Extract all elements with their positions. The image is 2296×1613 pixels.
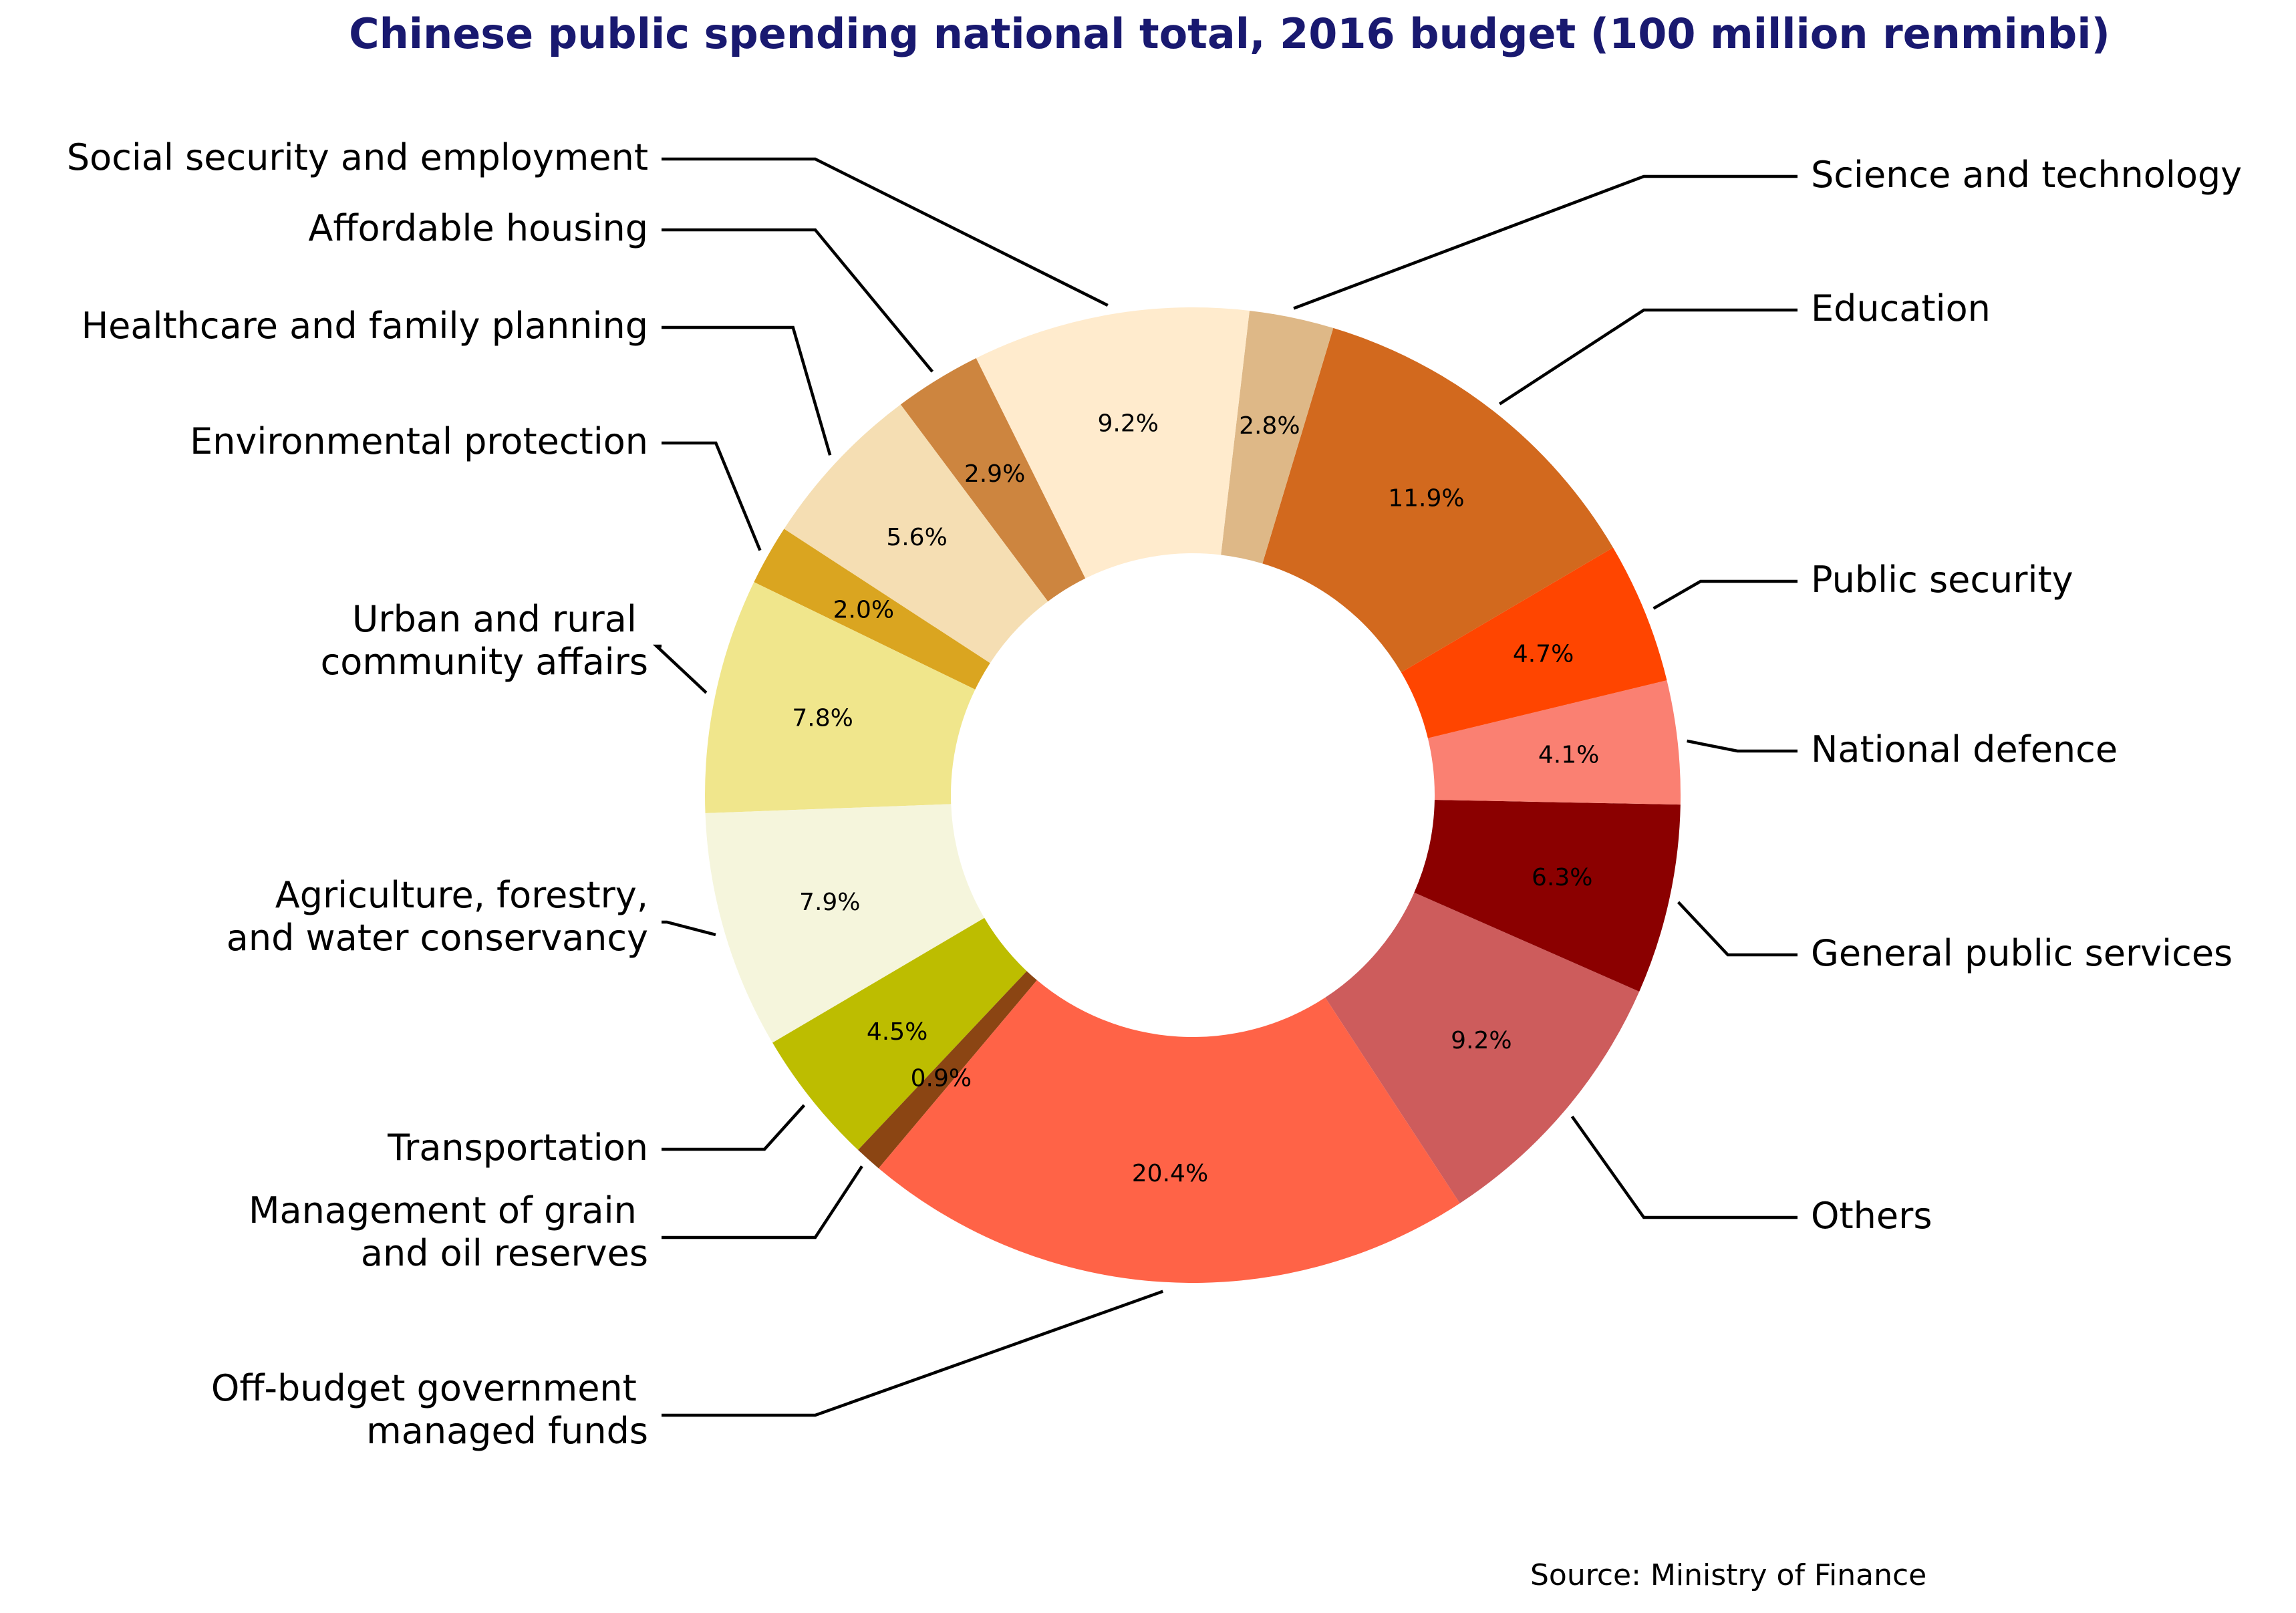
percent-label-agriculture-forestry-and-water-conservancy: 7.9% xyxy=(799,889,860,916)
wedge-affordable-housing xyxy=(900,357,1086,602)
wedge-agriculture-forestry-and-water-conservancy xyxy=(705,804,985,1043)
category-label-healthcare-and-family-planning: Healthcare and family planning xyxy=(82,305,648,347)
percent-label-education: 11.9% xyxy=(1388,485,1464,512)
wedge-environmental-protection xyxy=(754,529,990,690)
chart-title: Chinese public spending national total, … xyxy=(349,9,2110,58)
leader-line-national-defence xyxy=(1687,739,1798,753)
wedge-healthcare-and-family-planning xyxy=(784,404,1048,664)
wedge-social-security-and-employment xyxy=(976,307,1250,579)
percent-label-management-of-grain-and-oil-reserves: 0.9% xyxy=(911,1065,972,1092)
leader-line-environmental-protection xyxy=(662,441,762,551)
category-label-others: Others xyxy=(1811,1195,1932,1237)
leader-line-public-security xyxy=(1653,579,1798,610)
category-label-environmental-protection: Environmental protection xyxy=(190,420,648,462)
leader-line-agriculture-forestry-and-water-conservancy xyxy=(662,920,716,937)
leader-line-management-of-grain-and-oil-reserves xyxy=(662,1165,863,1239)
leader-line-education xyxy=(1499,308,1798,406)
percent-label-general-public-services: 6.3% xyxy=(1532,864,1592,891)
leader-line-off-budget-government-managed-funds xyxy=(662,1290,1164,1417)
leader-line-healthcare-and-family-planning xyxy=(662,325,832,456)
percent-label-science-and-technology: 2.8% xyxy=(1239,412,1300,440)
category-label-affordable-housing: Affordable housing xyxy=(308,207,648,249)
category-label-general-public-services: General public services xyxy=(1811,932,2233,974)
leader-line-social-security-and-employment xyxy=(662,157,1109,307)
category-labels-group: Others General public services National de… xyxy=(67,136,2242,1452)
percent-label-urban-and-rural-community-affairs: 7.8% xyxy=(792,704,853,732)
percent-label-off-budget-government-managed-funds: 20.4% xyxy=(1132,1160,1208,1187)
wedge-general-public-services xyxy=(1414,800,1681,992)
category-label-transportation: Transportation xyxy=(387,1127,648,1169)
leader-lines-group xyxy=(652,157,1798,1417)
percent-label-national-defence: 4.1% xyxy=(1538,741,1599,768)
category-label-management-of-grain-and-oil-reserves: Management of grain and oil reserves xyxy=(249,1189,648,1274)
leader-line-affordable-housing xyxy=(662,228,934,373)
wedge-national-defence xyxy=(1427,680,1681,805)
leader-line-general-public-services xyxy=(1677,901,1798,957)
percent-label-affordable-housing: 2.9% xyxy=(964,460,1025,488)
percent-label-environmental-protection: 2.0% xyxy=(833,596,894,623)
wedge-off-budget-government-managed-funds xyxy=(878,980,1460,1283)
leader-line-transportation xyxy=(662,1104,806,1151)
percent-label-others: 9.2% xyxy=(1451,1027,1512,1054)
percent-label-transportation: 4.5% xyxy=(867,1018,927,1046)
wedge-science-and-technology xyxy=(1221,310,1334,564)
wedge-public-security xyxy=(1401,547,1667,738)
wedge-urban-and-rural-community-affairs xyxy=(705,582,976,814)
leader-line-others xyxy=(1570,1115,1798,1219)
leader-line-urban-and-rural-community-affairs xyxy=(652,644,708,694)
category-label-urban-and-rural-community-affairs: Urban and rural community affairs xyxy=(321,598,648,683)
category-label-off-budget-government-managed-funds: Off-budget government managed funds xyxy=(211,1367,648,1452)
percent-label-public-security: 4.7% xyxy=(1513,640,1574,668)
category-label-social-security-and-employment: Social security and employment xyxy=(67,136,648,178)
category-label-agriculture-forestry-and-water-conservancy: Agriculture, forestry, and water conserva… xyxy=(227,874,648,959)
category-label-national-defence: National defence xyxy=(1811,728,2118,770)
percent-labels-group: 9.2% 6.3% 4.1% 4.7% 11.9% 2.8% 9.2% 2.9% 5.6% 2.0… xyxy=(792,410,1599,1187)
percent-label-social-security-and-employment: 9.2% xyxy=(1097,410,1158,437)
category-label-science-and-technology: Science and technology xyxy=(1811,154,2242,196)
wedges-group xyxy=(705,307,1681,1283)
category-label-public-security: Public security xyxy=(1811,559,2073,601)
wedge-education xyxy=(1262,327,1613,673)
leader-line-science-and-technology xyxy=(1293,174,1798,310)
percent-label-healthcare-and-family-planning: 5.6% xyxy=(886,524,947,551)
wedge-transportation xyxy=(772,917,1027,1151)
wedge-others xyxy=(1325,892,1640,1203)
source-note: Source: Ministry of Finance xyxy=(1530,1558,1926,1592)
wedge-management-of-grain-and-oil-reserves xyxy=(858,971,1037,1169)
category-label-education: Education xyxy=(1811,287,1991,329)
